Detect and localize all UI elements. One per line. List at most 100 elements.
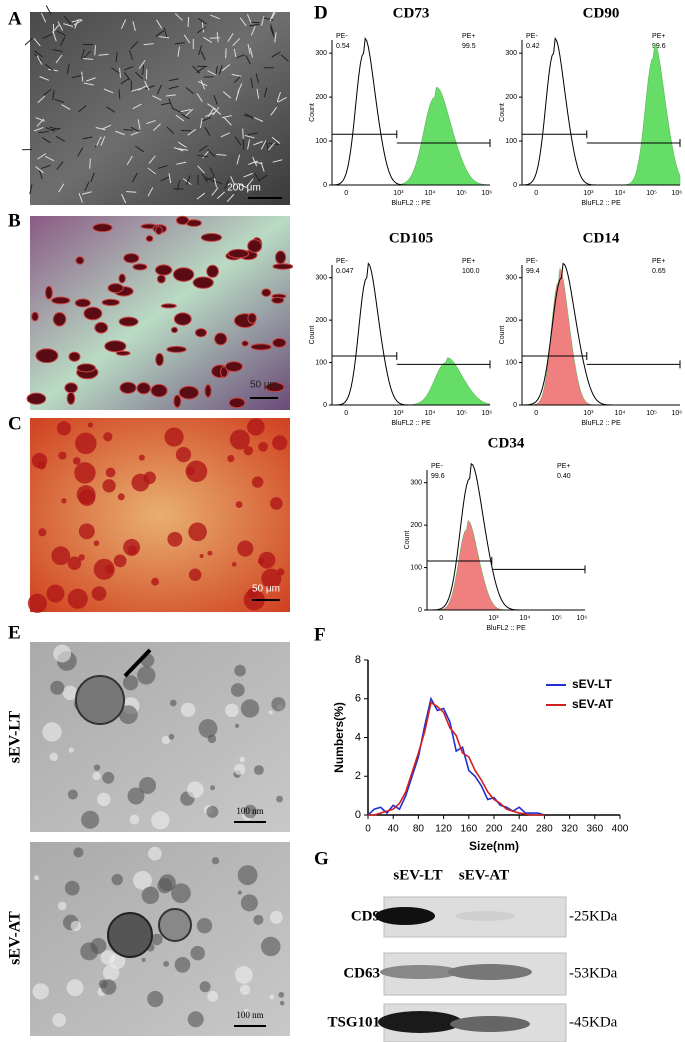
cell	[36, 55, 43, 65]
cell	[57, 21, 64, 31]
mineral-nodule	[27, 593, 48, 613]
cell	[280, 54, 289, 62]
cell	[161, 102, 172, 106]
panel-label: E	[8, 622, 21, 643]
lipid-cluster	[166, 345, 187, 353]
cell	[55, 135, 65, 142]
x-tick-label: 80	[413, 824, 425, 835]
cell	[271, 136, 281, 144]
mineral-nodule	[58, 451, 67, 460]
tem-speck	[239, 756, 246, 763]
lipid-cluster	[94, 321, 109, 334]
mineral-nodule	[67, 556, 82, 571]
mineral-nodule	[75, 432, 97, 455]
scale-label: 100 nm	[236, 806, 263, 816]
lipid-cluster	[156, 274, 166, 284]
lipid-cluster	[247, 312, 257, 324]
cell	[216, 32, 219, 43]
cell	[237, 182, 247, 189]
cell	[73, 19, 83, 26]
y-axis-label: Count	[499, 103, 506, 122]
lipid-cluster	[132, 263, 148, 271]
cell	[106, 106, 116, 113]
cell	[78, 193, 83, 203]
cell	[177, 46, 180, 57]
cell	[147, 187, 154, 197]
x-axis-label: Size(nm)	[469, 839, 519, 853]
tem-speck	[118, 705, 138, 725]
lipid-cluster	[227, 248, 250, 259]
x-tick-label: 10⁴	[615, 410, 626, 417]
mineral-nodule	[138, 454, 145, 461]
cell	[71, 74, 82, 79]
lipid-cluster	[241, 340, 249, 347]
tem-speck	[122, 675, 139, 691]
mineral-nodule	[87, 422, 94, 428]
mineral-nodule	[247, 418, 265, 436]
cell	[213, 94, 218, 105]
lane-label: sEV-AT	[459, 867, 509, 883]
mineral-nodule	[231, 562, 237, 567]
tem-speck	[102, 771, 115, 784]
cell	[201, 173, 208, 183]
tem-speck	[42, 722, 62, 742]
cell	[246, 178, 254, 187]
cell	[148, 155, 156, 164]
cell	[58, 183, 65, 193]
lipid-cluster	[173, 312, 192, 326]
cell	[198, 45, 203, 56]
tem-speck	[278, 991, 285, 998]
tem-speck	[234, 664, 246, 677]
y-tick-label: 8	[355, 654, 361, 666]
lipid-cluster	[200, 233, 223, 242]
mineral-nodule	[277, 568, 285, 576]
micrograph-b	[30, 216, 290, 410]
cell	[84, 181, 90, 192]
y-tick-label: 4	[355, 731, 361, 743]
blot-band	[455, 911, 515, 921]
cell	[209, 167, 215, 177]
tem-speck	[141, 886, 160, 905]
scale-label: 100 nm	[236, 1010, 263, 1020]
x-tick-label: 10⁶	[482, 190, 493, 197]
tem-speck	[161, 735, 171, 745]
cell	[261, 15, 265, 26]
tem-speck	[199, 981, 211, 993]
lipid-cluster	[250, 343, 272, 351]
cell	[173, 147, 184, 152]
x-tick-label: 10⁴	[425, 190, 436, 197]
cell	[45, 127, 56, 132]
cell	[44, 155, 55, 162]
lipid-cluster	[173, 394, 182, 408]
x-tick-label: 10⁶	[482, 410, 493, 417]
cell	[165, 94, 176, 97]
tem-speck	[269, 910, 283, 924]
lipid-cluster	[247, 239, 263, 253]
cell	[98, 53, 109, 56]
lipid-cluster	[119, 381, 137, 394]
tem-speck	[237, 865, 258, 886]
cell	[207, 149, 216, 157]
lipid-cluster	[83, 306, 103, 321]
cell	[234, 136, 242, 146]
lipid-cluster	[31, 311, 39, 322]
tem-speck	[168, 733, 175, 740]
histogram-title: CD90	[583, 5, 620, 21]
tem-speck	[276, 795, 283, 803]
cell	[269, 11, 275, 22]
cell	[186, 175, 191, 185]
tem-image-lt	[30, 642, 290, 832]
x-tick-label: 0	[534, 190, 538, 197]
cell	[145, 85, 155, 90]
x-tick-label: 10⁵	[646, 410, 657, 417]
tem-speck	[70, 920, 82, 932]
cell	[147, 167, 156, 175]
cell	[146, 119, 156, 125]
lipid-cluster	[172, 267, 195, 282]
mineral-nodule	[237, 540, 254, 557]
mineral-nodule	[207, 550, 213, 556]
cell	[24, 38, 33, 46]
lipid-cluster	[178, 385, 200, 400]
tem-speck	[243, 804, 257, 819]
cell	[272, 159, 283, 163]
